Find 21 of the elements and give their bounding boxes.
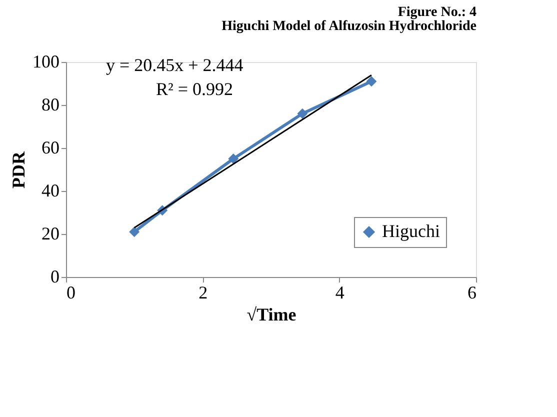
chart-subtitle: Higuchi Model of Alfuzosin Hydrochloride [222,19,476,34]
legend-label: Higuchi [382,221,440,241]
y-tick-label: 0 [50,266,60,286]
x-axis-title: √Time [246,304,296,324]
y-tick-label: 80 [42,94,60,114]
x-tick-label: 4 [335,282,344,302]
y-tick-label: 40 [42,180,60,200]
x-tick-label: 0 [66,282,76,302]
y-tick-label: 60 [42,138,60,158]
y-tick-label: 20 [42,224,60,244]
annotation: y = 20.45x + 2.444 [106,55,244,75]
point [297,108,308,119]
point [366,76,377,87]
chart-title: Figure No.: 4 [398,5,476,20]
point [129,226,140,238]
annotation: R² = 0.992 [156,79,234,99]
point [228,154,239,164]
y-axis-title: PDR [8,150,28,188]
x-tick-label: 2 [198,282,208,302]
y-tick-label: 100 [32,52,60,72]
x-tick-label: 6 [468,282,476,302]
